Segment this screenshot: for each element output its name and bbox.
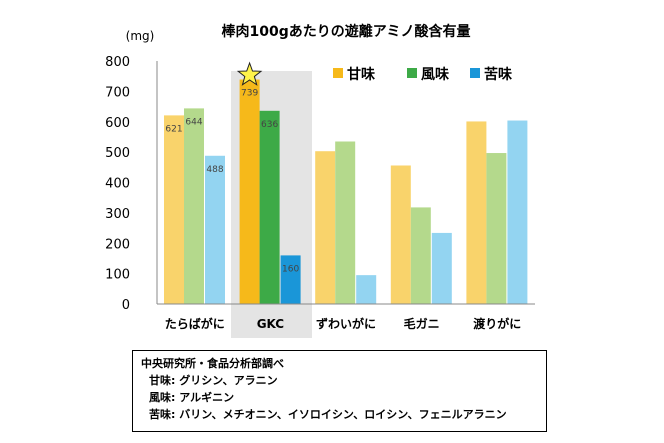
legend-swatch: [333, 68, 343, 78]
bar: [184, 108, 204, 304]
data-label: 644: [185, 117, 202, 127]
legend-label: 風味: [421, 67, 449, 83]
x-category-label: たらばがに: [165, 316, 225, 331]
data-label: 160: [282, 264, 299, 274]
note-sweet: 甘味: グリシン、アラニン: [149, 374, 278, 387]
bar: [486, 153, 507, 304]
data-label: 739: [241, 89, 258, 99]
analysis-note: 中央研究所・食品分析部調べ 甘味: グリシン、アラニン 風味: アルギニン 苦味…: [132, 350, 547, 432]
y-tick-label: 400: [105, 177, 130, 192]
data-label: 488: [206, 165, 223, 175]
star-icon: [236, 61, 263, 86]
bar: [390, 165, 411, 304]
chart-title: 棒肉100gあたりの遊離アミノ酸含有量: [222, 23, 471, 40]
data-label: 621: [165, 124, 182, 134]
data-label: 636: [261, 120, 278, 130]
bar: [466, 121, 487, 304]
bar: [164, 115, 184, 304]
bar: [205, 155, 225, 304]
x-category-label: 毛ガニ: [404, 316, 440, 331]
note-flavor: 風味: アルギニン: [149, 391, 235, 404]
bar: [356, 275, 377, 304]
y-tick-label: 500: [105, 146, 130, 161]
note-header: 中央研究所・食品分析部調べ: [141, 357, 284, 370]
legend-label: 苦味: [484, 66, 512, 83]
legend-swatch: [407, 68, 417, 78]
y-tick-label: 300: [105, 207, 130, 222]
bar: [410, 207, 431, 304]
bar: [259, 110, 280, 304]
x-category-label: ずわいがに: [316, 316, 376, 331]
x-category-label: 渡りがに: [473, 316, 521, 331]
x-category-label: GKC: [257, 317, 285, 331]
y-tick-label: 600: [105, 116, 130, 131]
amino-acid-bar-chart: 棒肉100gあたりの遊離アミノ酸含有量 (mg) 0 100 200 300 400 50…: [105, 23, 535, 338]
legend-label: 甘味: [347, 66, 375, 83]
y-tick-label: 200: [105, 237, 130, 252]
note-bitter: 苦味: バリン、メチオニン、イソロイシン、ロイシン、フェニルアラニン: [149, 408, 507, 421]
legend-swatch: [470, 68, 480, 78]
bar: [239, 79, 260, 304]
bar: [280, 255, 301, 304]
y-tick-label: 700: [105, 85, 130, 100]
y-unit-label: (mg): [126, 29, 155, 43]
bar: [431, 232, 452, 304]
y-tick-label: 0: [122, 298, 130, 313]
y-tick-label: 800: [105, 55, 130, 70]
bar: [335, 141, 356, 304]
bar: [507, 120, 528, 304]
bar: [315, 151, 336, 304]
y-tick-label: 100: [105, 268, 130, 283]
